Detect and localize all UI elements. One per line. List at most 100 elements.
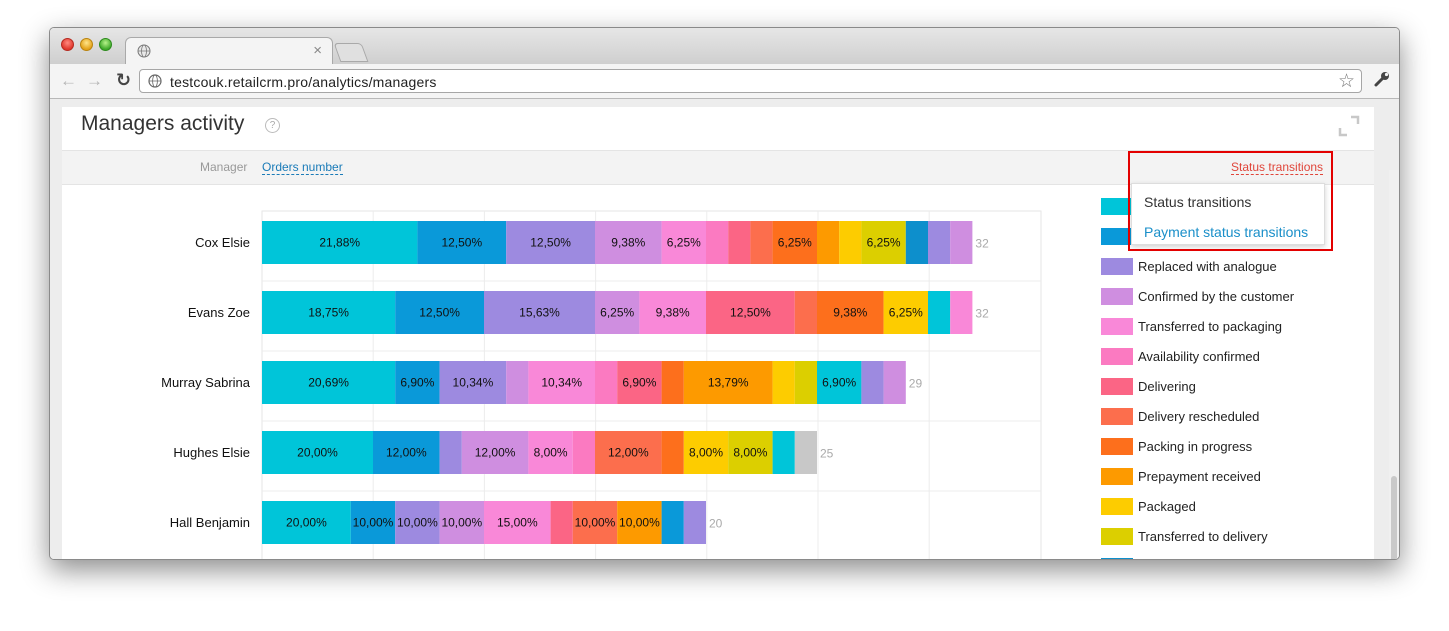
bar-segment[interactable] bbox=[928, 291, 951, 334]
bar-segment[interactable] bbox=[661, 501, 684, 544]
bar-segment[interactable] bbox=[395, 361, 440, 404]
bar-data-label: 6,25% bbox=[667, 236, 701, 250]
wrench-icon[interactable] bbox=[1373, 70, 1391, 88]
url-text[interactable]: testcouk.retailcrm.pro/analytics/manager… bbox=[170, 74, 437, 90]
bar-segment[interactable] bbox=[395, 291, 484, 334]
globe-icon bbox=[137, 44, 151, 58]
bar-data-label: 15,63% bbox=[519, 306, 560, 320]
bar-segment[interactable] bbox=[262, 361, 396, 404]
bar-segment[interactable] bbox=[528, 361, 595, 404]
filter-bar: Manager Orders number Status transitions bbox=[62, 150, 1374, 185]
bar-segment[interactable] bbox=[817, 221, 840, 264]
scrollbar-thumb[interactable] bbox=[1391, 476, 1397, 559]
bar-segment[interactable] bbox=[639, 291, 706, 334]
managers-activity-panel: Managers activity ? Manager Orders numbe… bbox=[62, 107, 1374, 559]
bar-segment[interactable] bbox=[572, 431, 595, 474]
bar-segment[interactable] bbox=[595, 361, 618, 404]
bar-segment[interactable] bbox=[706, 221, 729, 264]
bar-segment[interactable] bbox=[439, 501, 484, 544]
bar-segment[interactable] bbox=[950, 291, 973, 334]
bar-data-label: 15,00% bbox=[497, 516, 538, 530]
bar-segment[interactable] bbox=[484, 291, 595, 334]
bar-segment[interactable] bbox=[550, 501, 573, 544]
bar-segment[interactable] bbox=[861, 361, 884, 404]
bar-segment[interactable] bbox=[728, 221, 751, 264]
bar-segment[interactable] bbox=[528, 431, 573, 474]
browser-tab[interactable]: × bbox=[125, 37, 333, 64]
bar-segment[interactable] bbox=[817, 361, 862, 404]
bar-segment[interactable] bbox=[439, 431, 462, 474]
bar-data-label: 8,00% bbox=[689, 446, 723, 460]
bar-data-label: 6,90% bbox=[622, 376, 656, 390]
bar-segment[interactable] bbox=[350, 501, 396, 544]
close-window-button[interactable] bbox=[61, 38, 74, 51]
bar-segment[interactable] bbox=[772, 431, 795, 474]
bar-segment[interactable] bbox=[750, 221, 773, 264]
vertical-scrollbar[interactable] bbox=[1389, 170, 1399, 559]
bar-segment[interactable] bbox=[683, 361, 773, 404]
new-tab-button[interactable] bbox=[333, 43, 369, 62]
bar-segment[interactable] bbox=[373, 431, 440, 474]
bar-segment[interactable] bbox=[883, 361, 906, 404]
bookmark-star-icon[interactable]: ☆ bbox=[1337, 71, 1355, 92]
bar-segment[interactable] bbox=[617, 501, 662, 544]
dropdown-option-payment-status-transitions[interactable]: Payment status transitions bbox=[1144, 224, 1309, 240]
manager-filter-label: Manager bbox=[200, 160, 248, 174]
bar-segment[interactable] bbox=[706, 291, 795, 334]
bar-segment[interactable] bbox=[839, 221, 862, 264]
forward-arrow-icon[interactable]: → bbox=[86, 71, 103, 90]
bar-segment[interactable] bbox=[905, 221, 928, 264]
bar-segment[interactable] bbox=[439, 361, 507, 404]
bar-segment[interactable] bbox=[794, 431, 817, 474]
bar-segment[interactable] bbox=[461, 431, 529, 474]
bar-segment[interactable] bbox=[772, 361, 795, 404]
zoom-window-button[interactable] bbox=[99, 38, 112, 51]
bar-segment[interactable] bbox=[817, 291, 884, 334]
bar-segment[interactable] bbox=[861, 221, 906, 264]
bar-segment[interactable] bbox=[262, 291, 396, 334]
status-transitions-link[interactable]: Status transitions bbox=[1231, 160, 1324, 175]
bar-segment[interactable] bbox=[595, 431, 662, 474]
bar-segment[interactable] bbox=[661, 361, 684, 404]
bar-segment[interactable] bbox=[595, 291, 640, 334]
bar-segment[interactable] bbox=[661, 431, 684, 474]
bar-segment[interactable] bbox=[794, 361, 817, 404]
dropdown-option-status-transitions[interactable]: Status transitions bbox=[1144, 194, 1252, 210]
address-bar[interactable]: testcouk.retailcrm.pro/analytics/manager… bbox=[139, 69, 1362, 93]
legend-swatch bbox=[1101, 438, 1133, 455]
bar-segment[interactable] bbox=[928, 221, 951, 264]
bar-segment[interactable] bbox=[794, 291, 817, 334]
orders-number-link[interactable]: Orders number bbox=[262, 160, 343, 175]
close-tab-icon[interactable]: × bbox=[313, 42, 322, 59]
bar-segment[interactable] bbox=[883, 291, 928, 334]
bar-segment[interactable] bbox=[683, 501, 706, 544]
bar-segment[interactable] bbox=[506, 361, 529, 404]
bar-segment[interactable] bbox=[417, 221, 507, 264]
bar-segment[interactable] bbox=[683, 431, 729, 474]
manager-name-label: Cox Elsie bbox=[195, 235, 250, 250]
bar-segment[interactable] bbox=[262, 221, 418, 264]
bar-segment[interactable] bbox=[595, 221, 662, 264]
bar-segment[interactable] bbox=[484, 501, 551, 544]
bar-segment[interactable] bbox=[950, 221, 973, 264]
legend-label: Packing in progress bbox=[1138, 439, 1253, 454]
bar-segment[interactable] bbox=[661, 221, 706, 264]
legend-swatch bbox=[1101, 408, 1133, 425]
minimize-window-button[interactable] bbox=[80, 38, 93, 51]
legend-swatch bbox=[1101, 348, 1133, 365]
legend-label: Delivering bbox=[1138, 379, 1196, 394]
expand-icon[interactable] bbox=[1338, 115, 1360, 137]
help-icon[interactable]: ? bbox=[265, 118, 280, 133]
bar-segment[interactable] bbox=[506, 221, 595, 264]
bar-segment[interactable] bbox=[728, 431, 773, 474]
bar-segment[interactable] bbox=[395, 501, 440, 544]
bar-segment[interactable] bbox=[772, 221, 817, 264]
bar-segment[interactable] bbox=[617, 361, 662, 404]
legend-swatch bbox=[1101, 498, 1133, 515]
back-arrow-icon[interactable]: ← bbox=[60, 71, 77, 90]
bar-segment[interactable] bbox=[262, 501, 351, 544]
bar-segment[interactable] bbox=[262, 431, 373, 474]
bar-segment[interactable] bbox=[572, 501, 618, 544]
bar-data-label: 12,00% bbox=[386, 446, 427, 460]
reload-icon[interactable]: ↻ bbox=[116, 70, 132, 90]
